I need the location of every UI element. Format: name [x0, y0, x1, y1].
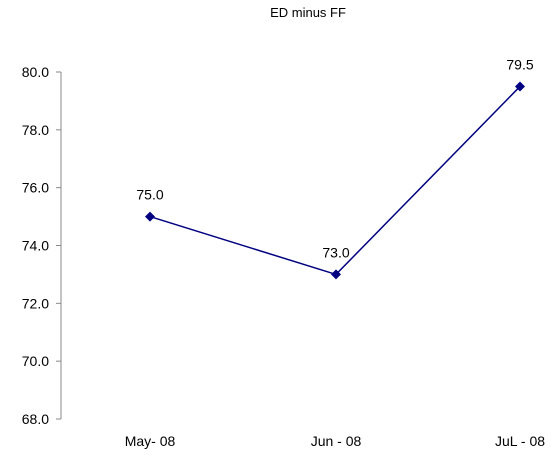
y-tick-label: 72.0 [22, 295, 49, 311]
y-tick-label: 68.0 [22, 411, 49, 427]
chart-title: ED minus FF [270, 5, 346, 20]
y-tick-label: 78.0 [22, 122, 49, 138]
x-tick-label: Jun - 08 [311, 433, 362, 449]
y-tick-label: 80.0 [22, 64, 49, 80]
data-label: 73.0 [322, 244, 349, 260]
x-axis-labels: May- 08 Jun - 08 JuL - 08 [125, 433, 546, 449]
data-point-marker [331, 269, 341, 280]
y-tick-label: 76.0 [22, 180, 49, 196]
x-tick-label: JuL - 08 [495, 433, 545, 449]
y-tick-label: 74.0 [22, 238, 49, 254]
y-tick-label: 70.0 [22, 353, 49, 369]
data-point-marker [145, 211, 155, 222]
data-point-marker [515, 81, 525, 92]
series-layer: 75.0 73.0 79.5 [136, 56, 534, 280]
x-tick-label: May- 08 [125, 433, 176, 449]
y-axis-ticks: 68.0 70.0 72.0 74.0 76.0 78.0 80.0 [22, 64, 61, 427]
data-label: 75.0 [136, 187, 163, 203]
data-label: 79.5 [506, 56, 533, 72]
